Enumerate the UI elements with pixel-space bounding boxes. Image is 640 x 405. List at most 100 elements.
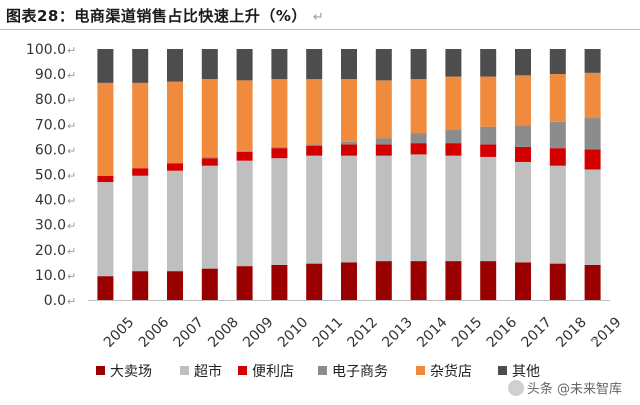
y-tick-label: 70.0 [35,117,66,133]
x-tick-label: 2018 [553,314,590,351]
bar-segment [97,182,114,277]
bar-segment [410,143,427,155]
bar-segment [271,146,288,149]
bar-segment [515,49,531,76]
bar-segment [201,165,218,269]
x-tick-label: 2015 [449,314,486,351]
bar-segment [201,156,218,159]
return-mark: ↵ [312,10,325,25]
bar-segment [97,49,114,83]
bar-segment [341,155,357,263]
y-tick-mark: ↵ [67,295,76,308]
legend-swatch [416,366,425,375]
x-tick-label: 2013 [379,314,416,351]
y-tick-mark: ↵ [67,245,76,258]
bar-segment [201,158,218,166]
y-tick-mark: ↵ [67,44,76,57]
y-tick-label: 0.0 [44,293,66,309]
bar-segment [201,49,218,80]
bar-segment [584,169,601,265]
x-tick-label: 2017 [519,314,556,351]
bar-segment [515,161,531,263]
bar-segment [584,264,601,300]
bar-segment [271,49,288,80]
x-tick-label: 2005 [101,314,138,351]
bar-segment [306,49,323,80]
y-tick-label: 30.0 [35,218,66,234]
bar-segment [236,266,253,300]
title-divider [0,29,640,30]
bar-segment [167,49,183,82]
bar-segment [236,150,253,152]
bar-segment [132,271,149,300]
y-tick-mark: ↵ [67,69,76,82]
legend-swatch [238,366,247,375]
bar-segment [375,80,392,139]
bar-segment [549,263,566,300]
legend-swatch [180,366,189,375]
bar-segment [480,126,497,145]
y-tick-label: 100.0 [26,42,66,58]
bar-segment [375,138,392,145]
y-tick-mark: ↵ [67,270,76,283]
bar-segment [201,268,218,300]
bar-segment [445,155,462,262]
bar-segment [584,49,601,73]
bar-segment [201,79,218,157]
legend-label: 超市 [194,363,222,380]
bar-segment [584,118,601,150]
bar-segment [236,160,253,267]
legend-label: 电子商务 [332,364,388,380]
y-tick-mark: ↵ [67,144,76,157]
bar-segment [306,144,323,146]
bar-segment [410,133,427,144]
stacked-bar-chart: 0.0 ↵10.0 ↵20.0 ↵30.0 ↵40.0 ↵50.0 ↵60.0 ↵70.0 ↵8… [26,42,625,380]
bar-segment [341,262,357,300]
bar-segment [410,79,427,134]
x-tick-label: 2016 [484,314,521,351]
bar-segment [306,79,323,145]
watermark: 头条 @未来智库 [507,378,622,397]
bar-segment [306,145,323,156]
bar-segment [236,80,253,151]
legend-swatch [498,366,507,375]
bar-segment [549,121,566,149]
bar-segment [271,264,288,300]
bar-segment [480,76,497,127]
legend-label: 便利店 [252,364,294,380]
bar-segment [549,74,566,122]
watermark-logo-icon [507,380,524,396]
bar-segment [515,75,531,126]
y-tick-mark: ↵ [67,119,76,132]
bar-segment [515,125,531,147]
bar-segment [515,146,531,162]
bar-segment [271,148,288,159]
bar-segment [480,144,497,157]
legend-label: 大卖场 [110,364,152,380]
bar-segment [375,155,392,262]
x-tick-label: 2011 [310,314,347,351]
y-tick-label: 90.0 [35,67,66,83]
bar-segment [306,263,323,300]
bar-segment [167,163,183,171]
bar-segment [271,158,288,265]
x-tick-label: 2014 [414,314,451,351]
bar-segment [236,49,253,81]
bar-segment [341,79,357,142]
bar-segment [167,170,183,272]
y-tick-mark: ↵ [67,220,76,233]
x-tick-label: 2010 [275,314,312,351]
bar-segment [306,155,323,264]
y-tick-label: 80.0 [35,92,66,108]
bar-segment [236,151,253,161]
bar-segment [480,49,497,77]
bar-segment [375,261,392,300]
bar-segment [97,82,114,176]
bar-segment [445,143,462,156]
x-tick-label: 2007 [171,314,208,351]
y-tick-label: 20.0 [35,243,66,259]
bar-segment [341,141,357,145]
bar-segment [584,149,601,170]
bar-segment [410,49,427,80]
bar-segment [167,271,183,300]
